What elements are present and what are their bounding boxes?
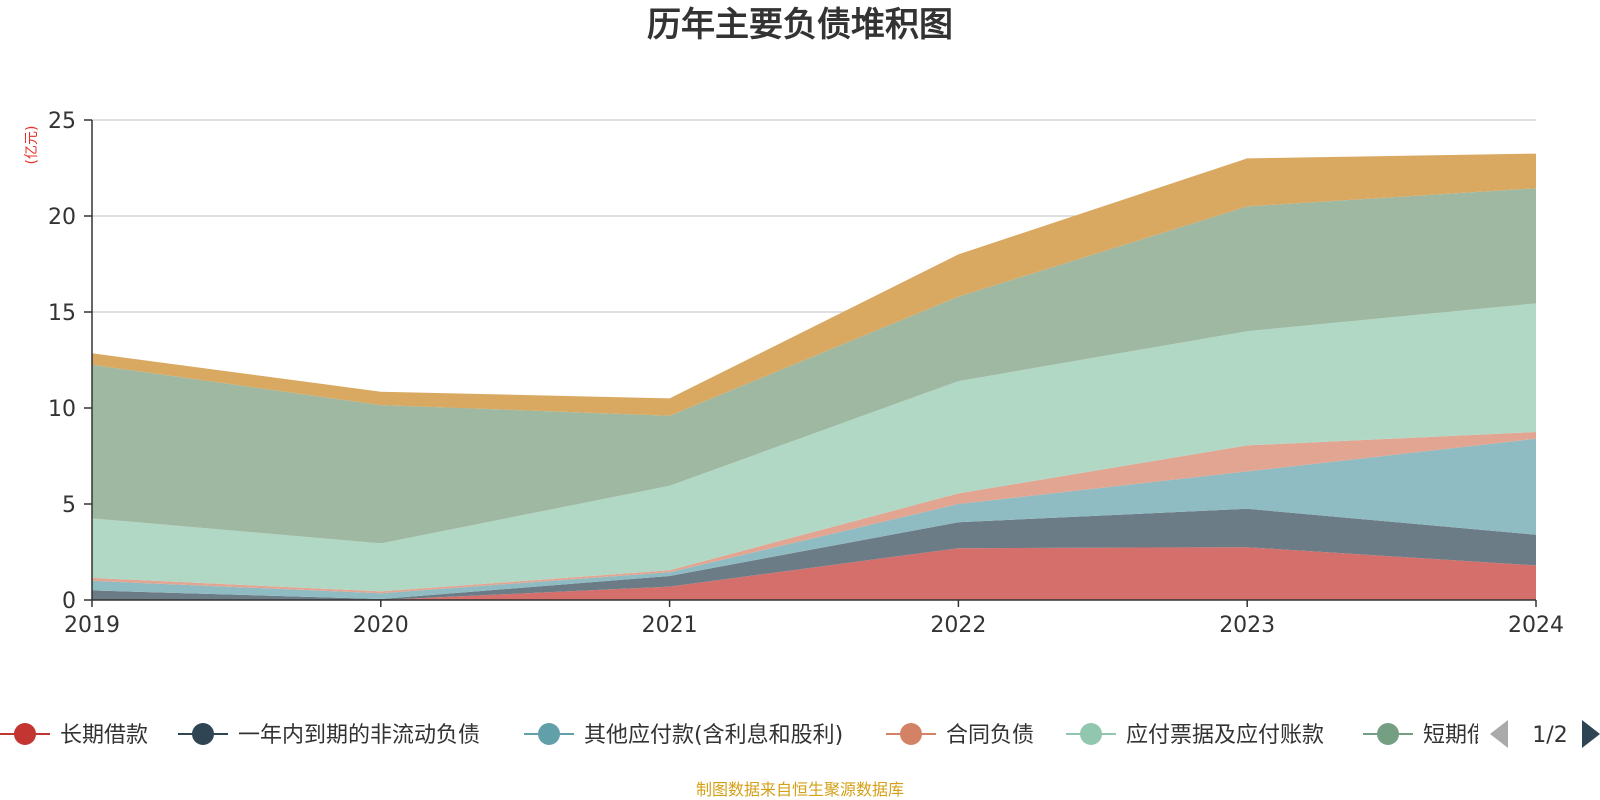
area-series-2 — [92, 508, 1536, 600]
legend-marker — [900, 723, 922, 745]
area-series-6 — [92, 188, 1536, 544]
legend-items: 长期借款 一年内到期的非流动负债 其他应付款(含利息和股利) 合同负债 应付票据及应付账… — [0, 723, 1511, 748]
legend-item[interactable]: 短期借款 — [1363, 723, 1511, 748]
area-series-7 — [92, 153, 1536, 416]
y-tick-label: 25 — [48, 109, 76, 134]
y-tick-label: 10 — [48, 397, 76, 422]
area-series-4 — [92, 432, 1536, 594]
legend: 长期借款 一年内到期的非流动负债 其他应付款(含利息和股利) 合同负债 应付票据及应付账… — [0, 723, 1511, 748]
y-tick-label: 0 — [62, 589, 76, 614]
prev-page-icon[interactable] — [1490, 720, 1508, 748]
legend-label: 短期借款 — [1423, 723, 1511, 748]
legend-item[interactable]: 应付票据及应付账款 — [1066, 723, 1324, 748]
legend-item[interactable]: 一年内到期的非流动负债 — [178, 723, 480, 748]
legend-item[interactable]: 长期借款 — [0, 723, 148, 748]
x-tick-label: 2024 — [1508, 613, 1564, 638]
next-page-icon[interactable] — [1582, 720, 1600, 748]
x-tick-label: 2023 — [1219, 613, 1275, 638]
legend-marker — [14, 723, 36, 745]
legend-label: 应付票据及应付账款 — [1126, 723, 1324, 748]
y-tick-label: 15 — [48, 301, 76, 326]
legend-marker — [1080, 723, 1102, 745]
legend-label: 其他应付款(含利息和股利) — [584, 723, 843, 748]
legend-label: 合同负债 — [946, 723, 1034, 748]
chart-title: 历年主要负债堆积图 — [647, 5, 953, 45]
legend-item[interactable]: 合同负债 — [886, 723, 1034, 748]
legend-pager: 1/2 — [1490, 720, 1600, 748]
legend-marker — [192, 723, 214, 745]
legend-marker — [1377, 723, 1399, 745]
x-tick-label: 2019 — [64, 613, 120, 638]
y-axis-unit-label: (亿元) — [24, 126, 40, 165]
x-tick-label: 2021 — [642, 613, 698, 638]
page-indicator: 1/2 — [1532, 723, 1567, 748]
stacked-areas — [92, 153, 1536, 600]
area-series-5 — [92, 303, 1536, 592]
legend-item[interactable]: 其他应付款(含利息和股利) — [524, 723, 843, 748]
axes: 0 5 10 15 20 25 2019 2020 2021 2022 2023 2024 — [48, 109, 1564, 638]
y-tick-label: 20 — [48, 205, 76, 230]
legend-label: 长期借款 — [60, 723, 148, 748]
area-series-1 — [92, 547, 1536, 600]
y-tick-label: 5 — [62, 493, 76, 518]
legend-label: 一年内到期的非流动负债 — [238, 723, 480, 748]
x-tick-label: 2020 — [353, 613, 409, 638]
legend-marker — [538, 723, 560, 745]
footer-source: 制图数据来自恒生聚源数据库 — [696, 780, 904, 799]
x-tick-label: 2022 — [930, 613, 986, 638]
